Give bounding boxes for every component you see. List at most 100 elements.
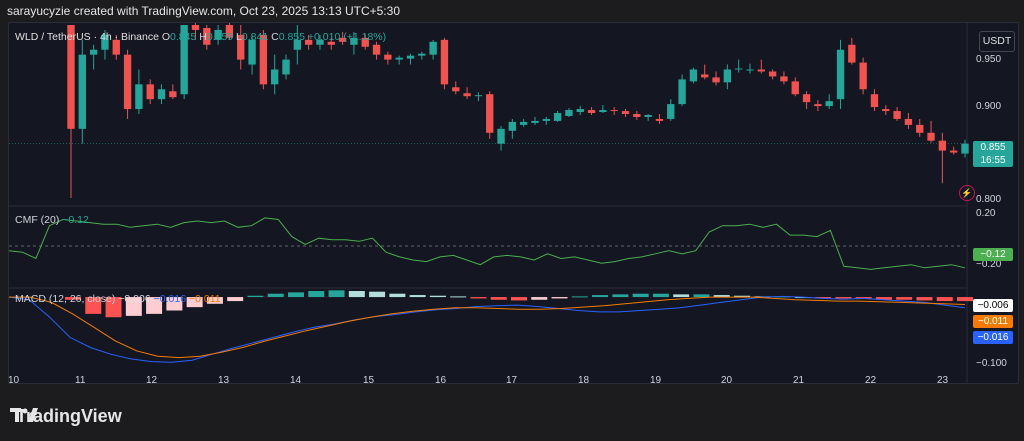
candle-body <box>836 49 845 100</box>
macd-histogram-bar <box>551 297 568 299</box>
candle-body <box>599 110 607 113</box>
candle-body <box>633 114 641 117</box>
macd-histogram-bar <box>916 297 933 301</box>
candle-body <box>621 111 630 114</box>
time-tick: 20 <box>721 375 733 384</box>
candle-body <box>395 57 403 60</box>
candle-body <box>237 34 245 60</box>
macd-histogram-bar <box>308 291 325 298</box>
open-label: O <box>161 31 171 43</box>
candle-body <box>870 94 879 108</box>
candle-body <box>338 37 347 42</box>
time-tick: 18 <box>578 375 590 384</box>
price-tick: 0.800 <box>976 194 1002 205</box>
candle-body <box>542 118 550 121</box>
macd-histogram-bar <box>429 295 446 298</box>
candle-body <box>146 84 154 100</box>
candle-body <box>757 69 765 72</box>
time-tick: 19 <box>650 375 662 384</box>
time-tick: 11 <box>75 375 86 384</box>
macd-tick: −0.100 <box>976 358 1007 369</box>
candle-body <box>225 25 234 38</box>
macd-histogram-bar <box>531 297 548 300</box>
brand-logo[interactable]: TradingView <box>10 406 122 427</box>
macd-histogram-bar <box>693 294 710 298</box>
candle-body <box>655 118 664 121</box>
candle-body <box>282 59 290 75</box>
currency-button[interactable]: USDT <box>979 31 1015 52</box>
candle-body <box>893 111 901 119</box>
candle-body <box>814 104 822 107</box>
macd-hist-value: −0.006 <box>118 293 151 305</box>
time-tick: 13 <box>218 375 230 384</box>
candle-body <box>350 37 358 45</box>
flash-icon[interactable]: ⚡ <box>959 185 975 201</box>
candle-body <box>723 69 732 83</box>
candle-body <box>667 104 675 119</box>
candle-body <box>157 89 166 100</box>
candle-body <box>123 54 132 110</box>
symbol-label[interactable]: WLD / TetherUS · 4h · Binance <box>15 31 159 43</box>
candle-body <box>768 71 777 77</box>
candle-body <box>950 150 958 153</box>
macd-histogram-bar <box>835 297 852 299</box>
macd-histogram-bar <box>247 295 264 298</box>
candle-body <box>135 84 143 110</box>
macd-histogram-bar <box>105 297 122 318</box>
time-tick: 22 <box>865 375 877 384</box>
candle-body <box>644 114 652 117</box>
macd-legend: MACD (12, 26, close) −0.006 −0.016 −0.01… <box>15 293 221 305</box>
high-value: 0.859 <box>206 31 234 43</box>
macd-histogram-bar <box>206 297 223 304</box>
price-tick: 0.950 <box>976 54 1002 65</box>
candle-body <box>169 91 177 98</box>
macd-histogram-bar <box>592 295 609 298</box>
macd-name[interactable]: MACD (12, 26, close) <box>15 293 116 305</box>
candle-body <box>372 44 381 55</box>
candle-body <box>576 109 584 113</box>
low-value: 0.841 <box>241 31 269 43</box>
cmf-name[interactable]: CMF (20) <box>15 214 60 226</box>
candle-body <box>248 39 256 65</box>
candle-body <box>610 110 618 112</box>
macd-histogram-bar <box>470 297 487 299</box>
candle-body <box>486 94 494 133</box>
candle-body <box>802 94 811 103</box>
candle-body <box>67 25 75 129</box>
macd-histogram-bar <box>166 297 183 311</box>
candle-body <box>271 69 279 85</box>
candle-body <box>882 109 890 112</box>
signal-line <box>9 296 966 359</box>
brand-name: TradingView <box>16 406 122 426</box>
candle-body <box>406 55 415 59</box>
candle-body <box>531 120 539 123</box>
macd-histogram-bar <box>369 291 386 298</box>
macd-hist-badge: −0.006 <box>973 299 1013 312</box>
macd-histogram-bar <box>227 297 244 302</box>
chart-area[interactable]: WLD / TetherUS · 4h · Binance O0.845 H0.… <box>8 22 1019 384</box>
candle-body <box>701 74 709 78</box>
macd-histogram-bar <box>632 293 649 298</box>
cmf-legend: CMF (20) −0.12 <box>15 214 89 226</box>
time-tick: 16 <box>435 375 447 384</box>
macd-histogram-bar <box>288 292 304 298</box>
open-value: 0.845 <box>170 31 197 43</box>
macd-histogram-bar <box>490 297 507 300</box>
candle-body <box>927 132 935 141</box>
macd-histogram-bar <box>957 297 973 302</box>
macd-histogram-bar <box>186 297 203 308</box>
time-tick: 15 <box>363 375 375 384</box>
caption: sarayucyzie created with TradingView.com… <box>7 4 400 18</box>
candle-body <box>938 140 947 151</box>
chart-svg[interactable] <box>9 23 1018 383</box>
last-price-badge: 0.855 16:55 <box>973 141 1013 167</box>
candle-body <box>463 93 471 97</box>
candle-body <box>474 95 483 97</box>
candle-body <box>689 69 698 82</box>
candle-body <box>180 25 188 95</box>
candle-body <box>112 39 120 55</box>
tradingview-logo-icon <box>10 408 38 422</box>
cmf-line <box>9 217 966 270</box>
macd-histogram-bar <box>267 293 284 298</box>
candle-body <box>553 113 562 121</box>
